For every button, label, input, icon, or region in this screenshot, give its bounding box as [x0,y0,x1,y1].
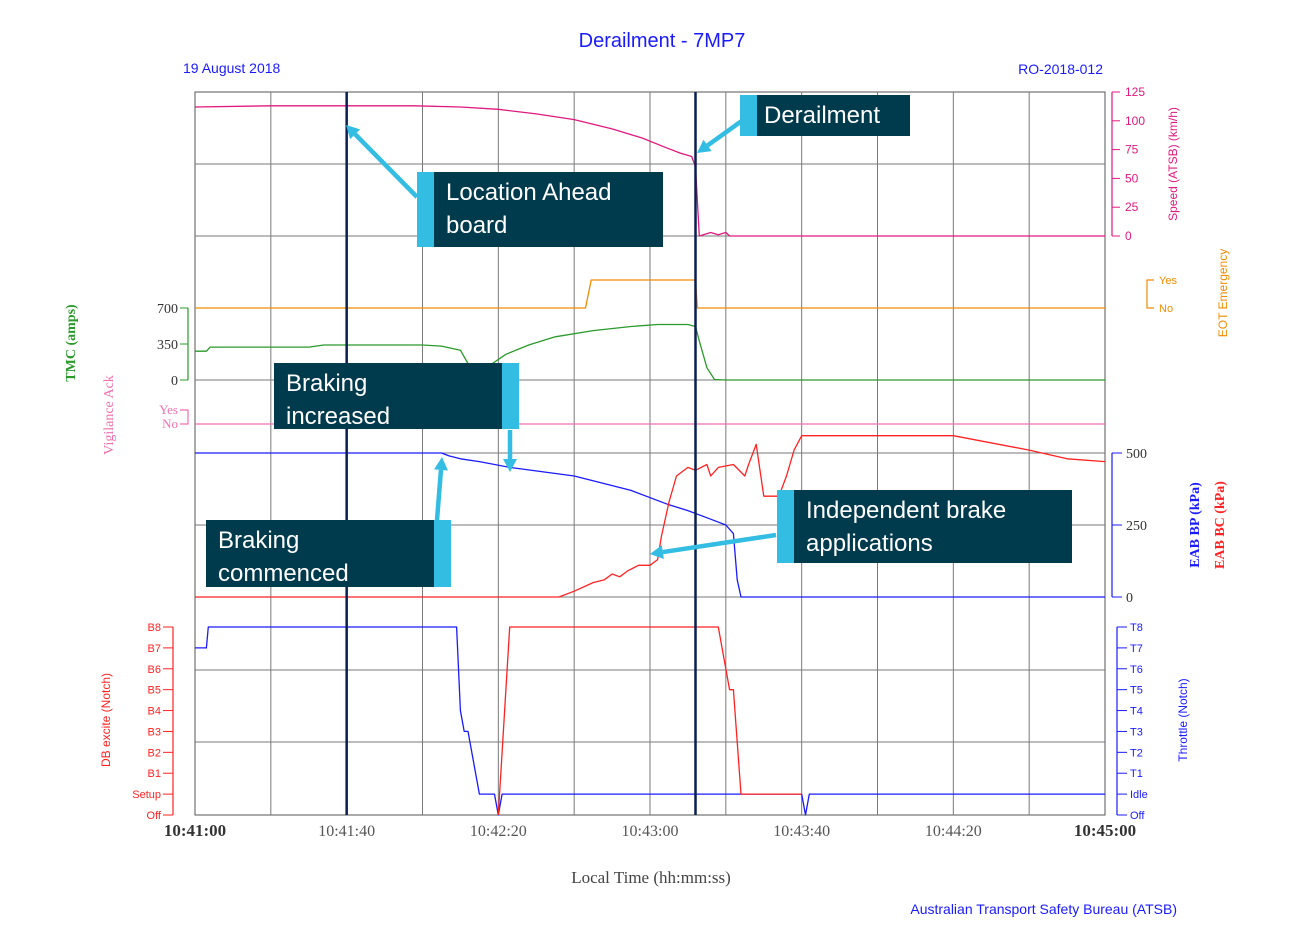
x-tick-label: 10:41:00 [164,821,226,840]
db-tick-label: B7 [148,643,161,655]
callout-braking-increased-text: Braking increased [286,370,391,430]
callout-arrow-head [433,457,448,471]
throttle-axis-label: Throttle (Notch) [1176,678,1190,761]
eot-axis [1146,279,1154,309]
db-tick-label: B5 [148,685,161,697]
speed-tick-label: 125 [1125,85,1145,99]
x-tick-label: 10:41:40 [318,823,375,840]
throttle-series-line [195,626,1105,816]
throttle-tick-label: T5 [1130,685,1143,697]
speed-tick-label: 25 [1125,200,1139,214]
tmc-series-line [195,323,1105,381]
x-tick-label: 10:45:00 [1074,821,1136,840]
callout-tab [434,520,451,587]
chart-date: 19 August 2018 [183,60,281,76]
db-tick-label: B8 [148,622,161,634]
speed-tick-label: 0 [1125,229,1132,243]
throttle-tick-label: T4 [1130,706,1143,718]
chart-title: Derailment - 7MP7 [579,30,746,52]
vigilance-axis [180,409,189,425]
callout-arrow-shaft [353,132,419,199]
brake-tick-label: 250 [1126,519,1147,534]
throttle-tick-label: T2 [1130,747,1143,759]
throttle-tick-label: T6 [1130,664,1143,676]
bp-series-line [195,452,1105,598]
speed-tick-label: 100 [1125,114,1145,128]
eot-axis-label: EOT Emergency [1216,249,1230,337]
callout-independent-brake: Independent brake applications [777,490,1072,563]
db-series-line [497,626,802,816]
db-tick-label: B6 [148,664,161,676]
tmc-axis-label: TMC (amps) [64,304,79,382]
vigilance-axis-label: Vigilance Ack [102,375,117,455]
throttle-tick-label: T1 [1130,768,1143,780]
x-tick-label: 10:43:40 [773,823,830,840]
callout-arrow-head [697,139,712,153]
throttle-tick-label: T8 [1130,622,1143,634]
db-tick-label: B1 [148,768,161,780]
callout-arrow [650,532,777,559]
db-tick-label: Off [147,810,162,822]
vigilance-tick-label: No [162,416,178,431]
db-tick-label: Setup [132,789,161,801]
bc-axis-label: EAB BC (kPa) [1213,481,1228,569]
callout-location-board: Location Ahead board [417,172,663,247]
tmc-tick-label: 350 [157,338,178,353]
db-tick-label: B4 [148,706,161,718]
bc-series-line [195,435,1106,598]
throttle-tick-label: T7 [1130,643,1143,655]
throttle-tick-label: Idle [1130,789,1148,801]
callout-tab [777,490,794,563]
db-axis-label: DB excite (Notch) [99,673,113,767]
db-tick-label: B2 [148,747,161,759]
callout-arrow [433,457,448,521]
bp-axis-label: EAB BP (kPa) [1188,482,1203,568]
x-tick-label: 10:42:20 [470,823,527,840]
tmc-tick-label: 700 [157,302,178,317]
callout-tab [740,95,757,136]
callout-arrow-shaft [662,532,777,555]
callout-tab [502,363,519,429]
speed-axis-label: Speed (ATSB) (km/h) [1166,107,1180,221]
x-axis-label: Local Time (hh:mm:ss) [571,868,731,887]
callout-braking-commenced: Braking commenced [206,520,451,587]
x-tick-label: 10:43:00 [622,823,679,840]
report-id: RO-2018-012 [1018,61,1103,77]
speed-tick-label: 75 [1125,143,1139,157]
throttle-tick-label: Off [1130,810,1145,822]
speed-tick-label: 50 [1125,171,1139,185]
x-tick-label: 10:44:20 [925,823,982,840]
brake-tick-label: 0 [1126,591,1133,606]
callout-braking-commenced-text: Braking commenced [218,527,349,587]
callout-braking-increased: Braking increased [274,363,519,430]
callout-arrow-shaft [434,469,444,521]
callout-derailment: Derailment [740,95,910,136]
footer-credit: Australian Transport Safety Bureau (ATSB… [910,901,1177,917]
db-tick-label: B3 [148,726,161,738]
callout-arrow [503,430,517,472]
callout-independent-brake-text: Independent brake applications [806,497,1007,557]
callout-tab [417,172,434,247]
callout-arrow-head [503,459,517,472]
brake-tick-label: 500 [1126,447,1147,462]
speed-series-line [194,105,1105,237]
callout-arrow-head [346,125,361,140]
tmc-tick-label: 0 [171,374,178,389]
callout-location-board-text: Location Ahead board [446,179,612,239]
callout-arrow-head [650,545,664,559]
vigilance-tick-label: Yes [159,402,178,417]
eot-tick-label: No [1159,303,1173,315]
eot-tick-label: Yes [1159,275,1177,287]
throttle-tick-label: T3 [1130,726,1143,738]
callout-derailment-text: Derailment [764,102,881,129]
eot-series-line [195,279,1105,309]
callout-arrow [346,125,419,199]
